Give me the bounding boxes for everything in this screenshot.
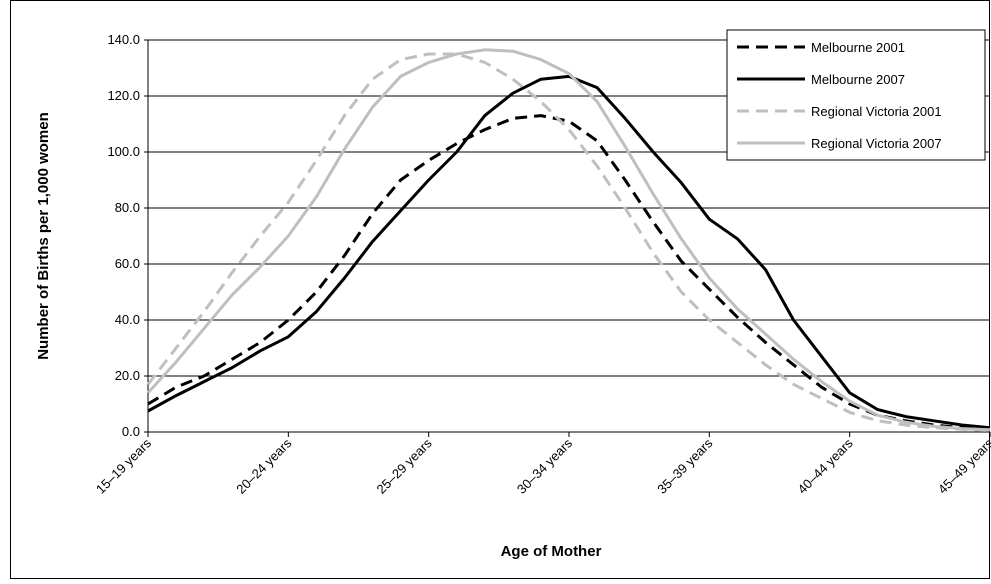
y-tick-label: 60.0 <box>115 256 140 271</box>
y-tick-label: 100.0 <box>107 144 140 159</box>
legend-label: Melbourne 2007 <box>811 72 905 87</box>
line-series <box>146 52 991 433</box>
legend-box <box>726 29 986 161</box>
y-tick-label: 120.0 <box>107 88 140 103</box>
legend-label: Melbourne 2001 <box>811 40 905 55</box>
y-axis-title: Number of Births per 1,000 women <box>35 112 52 360</box>
line-series <box>146 48 991 432</box>
line-series <box>147 114 991 431</box>
y-tick-label: 40.0 <box>115 312 140 327</box>
y-tick-label: 140.0 <box>107 32 140 47</box>
y-tick-label: 20.0 <box>115 368 140 383</box>
y-tick-label: 0.0 <box>122 424 140 439</box>
legend-label: Regional Victoria 2007 <box>811 136 942 151</box>
line-series <box>147 74 991 430</box>
y-tick-label: 80.0 <box>115 200 140 215</box>
x-axis-title: Age of Mother <box>501 543 602 560</box>
legend-label: Regional Victoria 2001 <box>811 104 942 119</box>
